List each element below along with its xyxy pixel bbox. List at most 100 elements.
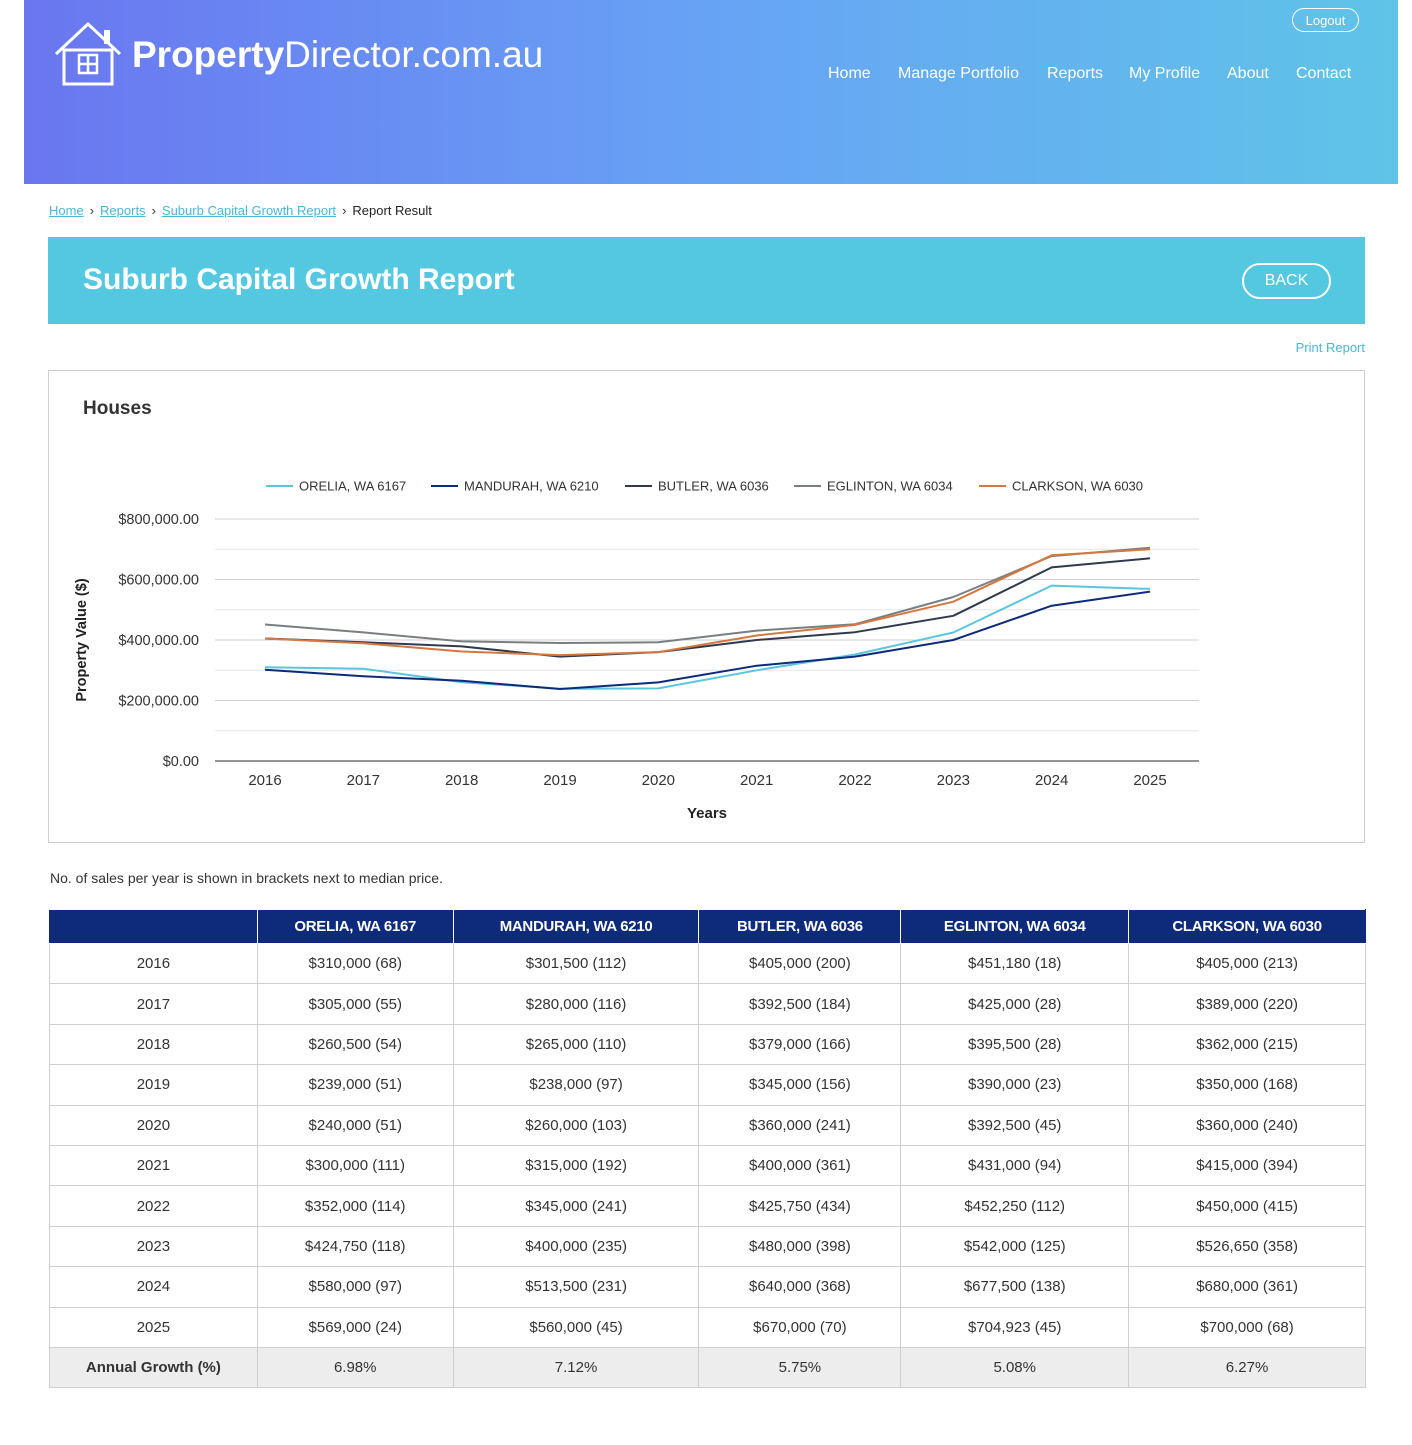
price-cell: $424,750 (118) <box>256 1225 454 1268</box>
nav-contact[interactable]: Contact <box>1296 65 1352 82</box>
year-cell: 2018 <box>49 1023 258 1066</box>
series-line-1 <box>264 584 1151 690</box>
price-cell: $265,000 (110) <box>452 1023 700 1066</box>
breadcrumb-reports[interactable]: Reports <box>100 203 146 218</box>
legend-entry: CLARKSON, WA 6030 <box>1012 479 1143 494</box>
price-cell: $677,500 (138) <box>900 1266 1130 1308</box>
price-cell: $240,000 (51) <box>256 1104 454 1146</box>
table-row: 2020 $240,000 (51) $260,000 (103) $360,000 … <box>49 1104 1366 1146</box>
logo-text-light: Director.com.au <box>284 33 544 75</box>
year-cell: 2017 <box>49 983 258 1025</box>
breadcrumb-suburb-report[interactable]: Suburb Capital Growth Report <box>161 203 337 218</box>
x-axis-title: Years <box>687 805 727 822</box>
price-cell: $350,000 (168) <box>1128 1064 1366 1106</box>
x-tick-label: 2023 <box>937 772 970 789</box>
table-row: 2018 $260,500 (54) $265,000 (110) $379,000 … <box>49 1023 1366 1066</box>
x-tick-label: 2018 <box>445 772 478 789</box>
price-cell: $569,000 (24) <box>256 1306 454 1348</box>
line-chart: $0.00 $200,000.00 $400,000.00 $600,000.00 $8… <box>74 479 1199 822</box>
price-cell: $362,000 (215) <box>1128 1023 1366 1066</box>
price-cell: $310,000 (68) <box>256 942 454 985</box>
price-cell: $425,750 (434) <box>698 1185 902 1227</box>
breadcrumb-home[interactable]: Home <box>49 203 84 218</box>
x-tick-label: 2024 <box>1035 772 1068 789</box>
page-banner: Suburb Capital Growth Report BACK <box>48 237 1365 324</box>
breadcrumb: Home › Reports › Suburb Capital Growth R… <box>49 203 432 218</box>
nav-reports[interactable]: Reports <box>1047 65 1104 82</box>
price-cell: $305,000 (55) <box>256 983 454 1025</box>
logout-button[interactable]: Logout <box>1292 8 1359 32</box>
price-cell: $405,000 (200) <box>698 942 902 985</box>
main-nav: Home Manage Portfolio Reports My Profile… <box>24 65 1398 85</box>
price-cell: $239,000 (51) <box>256 1064 454 1106</box>
x-tick-label: 2021 <box>740 772 773 789</box>
price-cell: $345,000 (241) <box>452 1185 700 1227</box>
price-cell: $392,500 (45) <box>900 1104 1130 1146</box>
nav-about[interactable]: About <box>1227 65 1269 82</box>
price-cell: $704,923 (45) <box>900 1306 1130 1348</box>
price-cell: $400,000 (235) <box>452 1225 700 1268</box>
growth-cell: 5.75% <box>698 1346 902 1389</box>
table-header-cell: CLARKSON, WA 6030 <box>1128 909 1366 944</box>
x-tick-label: 2022 <box>838 772 871 789</box>
chart-title: Houses <box>83 398 152 419</box>
table-header-cell: BUTLER, WA 6036 <box>698 909 902 944</box>
x-tick-label: 2019 <box>543 772 576 789</box>
table-row: 2016 $310,000 (68) $301,500 (112) $405,000 … <box>49 942 1366 985</box>
breadcrumb-current: Report Result <box>352 203 432 218</box>
print-report-link[interactable]: Print Report <box>1295 340 1365 355</box>
legend-entry: EGLINTON, WA 6034 <box>827 479 953 494</box>
x-tick-label: 2016 <box>248 772 281 789</box>
table-row: 2021 $300,000 (111) $315,000 (192) $400,000… <box>49 1144 1366 1187</box>
nav-my-profile[interactable]: My Profile <box>1129 65 1201 82</box>
price-cell: $238,000 (97) <box>452 1064 700 1106</box>
x-tick-label: 2025 <box>1133 772 1166 789</box>
price-cell: $260,500 (54) <box>256 1023 454 1066</box>
chart-card: Houses $0.00 $200,000.00 $400,000.00 $600,0… <box>48 370 1365 843</box>
year-cell: 2023 <box>49 1225 258 1268</box>
nav-manage-portfolio[interactable]: Manage Portfolio <box>898 65 1019 82</box>
growth-cell: 6.27% <box>1128 1346 1366 1389</box>
site-header: PropertyDirector.com.au Logout Home Mana… <box>24 0 1398 184</box>
price-cell: $480,000 (398) <box>698 1225 902 1268</box>
price-cell: $301,500 (112) <box>452 942 700 985</box>
table-header-cell <box>49 909 258 944</box>
y-tick-label: $600,000.00 <box>118 573 199 589</box>
year-cell: 2020 <box>49 1104 258 1146</box>
price-cell: $360,000 (240) <box>1128 1104 1366 1146</box>
y-tick-label: $0.00 <box>163 754 199 770</box>
price-cell: $379,000 (166) <box>698 1023 902 1066</box>
sales-note: No. of sales per year is shown in bracke… <box>50 870 443 886</box>
price-cell: $345,000 (156) <box>698 1064 902 1106</box>
price-cell: $560,000 (45) <box>452 1306 700 1348</box>
price-cell: $415,000 (394) <box>1128 1144 1366 1187</box>
price-cell: $670,000 (70) <box>698 1306 902 1348</box>
series-line-4 <box>264 546 1151 644</box>
legend-entry: MANDURAH, WA 6210 <box>464 479 599 494</box>
table-row: 2025 $569,000 (24) $560,000 (45) $670,000 (… <box>49 1306 1366 1348</box>
year-cell: 2025 <box>49 1306 258 1348</box>
table-header-row: ORELIA, WA 6167 MANDURAH, WA 6210 BUTLER, … <box>49 909 1366 944</box>
price-cell: $360,000 (241) <box>698 1104 902 1146</box>
chevron-right-icon: › <box>89 203 95 218</box>
price-cell: $315,000 (192) <box>452 1144 700 1187</box>
nav-home[interactable]: Home <box>828 65 871 82</box>
table-row: 2024 $580,000 (97) $513,500 (231) $640,000 … <box>49 1266 1366 1308</box>
year-cell: 2016 <box>49 942 258 985</box>
price-cell: $280,000 (116) <box>452 983 700 1025</box>
price-cell: $452,250 (112) <box>900 1185 1130 1227</box>
back-button[interactable]: BACK <box>1242 263 1331 299</box>
year-cell: 2019 <box>49 1064 258 1106</box>
price-cell: $390,000 (23) <box>900 1064 1130 1106</box>
site-logo[interactable]: PropertyDirector.com.au <box>52 20 543 88</box>
table-header-cell: EGLINTON, WA 6034 <box>900 909 1130 944</box>
year-cell: 2021 <box>49 1144 258 1187</box>
legend-entry: BUTLER, WA 6036 <box>658 479 769 494</box>
x-tick-label: 2017 <box>347 772 380 789</box>
growth-label-cell: Annual Growth (%) <box>49 1346 258 1389</box>
price-cell: $400,000 (361) <box>698 1144 902 1187</box>
y-tick-label: $400,000.00 <box>118 633 199 649</box>
house-logo-icon <box>54 22 122 86</box>
price-cell: $425,000 (28) <box>900 983 1130 1025</box>
x-tick-label: 2020 <box>642 772 675 789</box>
